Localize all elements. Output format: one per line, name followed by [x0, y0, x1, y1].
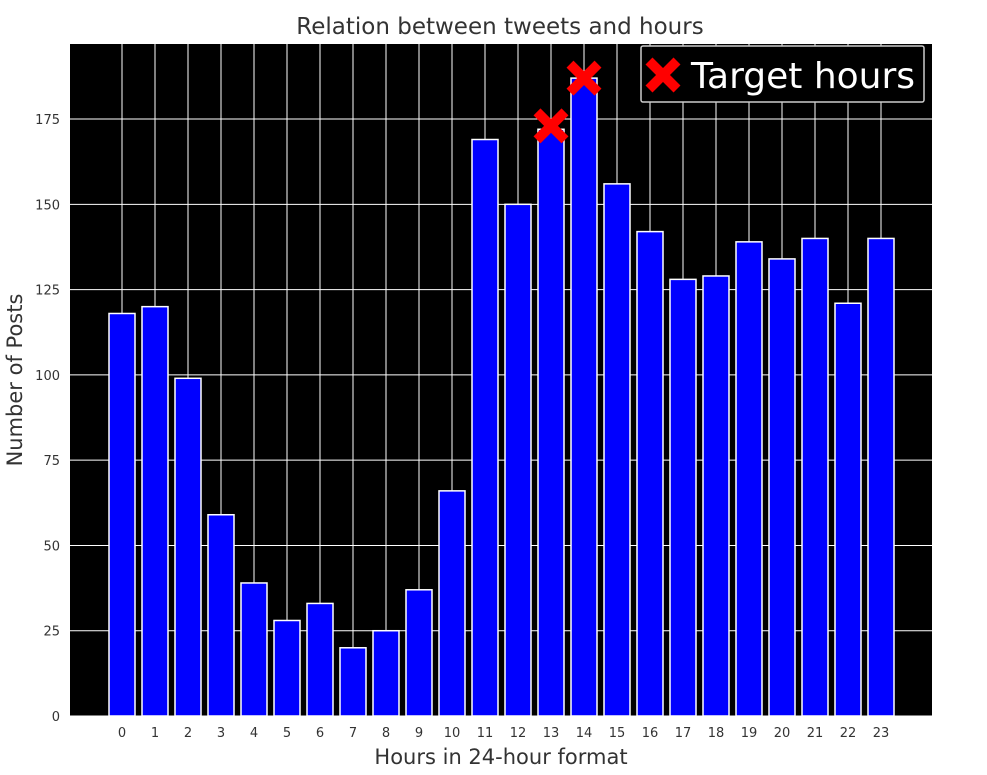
- x-tick-label: 10: [444, 726, 461, 741]
- chart-title: Relation between tweets and hours: [296, 14, 703, 40]
- bar-hour-5: [273, 619, 301, 717]
- bar-hour-2: [174, 377, 202, 717]
- bar-hour-15: [603, 183, 631, 717]
- bar-hour-10: [438, 490, 466, 717]
- bar-hour-1: [141, 305, 169, 717]
- x-tick-label: 8: [382, 726, 390, 741]
- bar-hour-18: [702, 275, 730, 717]
- x-tick-label: 13: [543, 726, 560, 741]
- bar-hour-21: [801, 237, 829, 717]
- legend: Target hours: [640, 45, 925, 103]
- bar-hour-22: [834, 302, 862, 717]
- bar-hour-7: [339, 647, 367, 717]
- bar-hour-20: [768, 258, 796, 717]
- y-tick-label: 0: [52, 710, 60, 725]
- x-tick-label: 21: [807, 726, 824, 741]
- bar-hour-14: [570, 77, 598, 717]
- x-tick-labels: 0 1 2 3 4 5 6 7 8 9 10 11 12 13 14 15 16 17 18 19 20 21 22 23: [118, 726, 889, 741]
- y-tick-label: 25: [43, 625, 60, 640]
- bar-hour-17: [669, 278, 697, 717]
- y-tick-labels: 0 25 50 75 100 125 150 175: [35, 113, 60, 725]
- y-axis-label: Number of Posts: [3, 294, 27, 467]
- x-tick-label: 0: [118, 726, 126, 741]
- bar-hour-19: [735, 241, 763, 717]
- legend-box: [640, 45, 925, 103]
- y-tick-label: 150: [35, 198, 60, 213]
- bar-hour-12: [504, 203, 532, 717]
- y-tick-label: 125: [35, 284, 60, 299]
- target-marker-hour-14: [566, 60, 602, 96]
- x-axis-label: Hours in 24-hour format: [374, 745, 627, 769]
- x-tick-label: 11: [477, 726, 494, 741]
- bar-hour-16: [636, 230, 664, 717]
- x-tick-label: 17: [675, 726, 692, 741]
- x-tick-label: 14: [576, 726, 593, 741]
- x-tick-label: 18: [708, 726, 725, 741]
- x-tick-label: 23: [873, 726, 890, 741]
- y-tick-label: 100: [35, 369, 60, 384]
- y-tick-label: 75: [43, 454, 60, 469]
- x-tick-label: 22: [840, 726, 857, 741]
- x-tick-label: 5: [283, 726, 291, 741]
- x-tick-label: 2: [184, 726, 192, 741]
- target-markers: [533, 60, 602, 144]
- bar-hour-0: [108, 312, 136, 717]
- bar-hour-8: [372, 629, 400, 717]
- x-tick-label: 4: [250, 726, 258, 741]
- x-tick-label: 12: [510, 726, 527, 741]
- y-tick-label: 175: [35, 113, 60, 128]
- bar-hour-11: [471, 138, 499, 717]
- x-tick-label: 7: [349, 726, 357, 741]
- x-tick-label: 1: [151, 726, 159, 741]
- x-tick-label: 19: [741, 726, 758, 741]
- target-marker-hour-13: [533, 108, 569, 144]
- x-tick-label: 3: [217, 726, 225, 741]
- legend-x-marker-icon: [645, 57, 681, 93]
- bar-hour-4: [240, 582, 268, 717]
- x-tick-label: 16: [642, 726, 659, 741]
- bar-hour-23: [867, 237, 895, 717]
- x-tick-label: 20: [774, 726, 791, 741]
- legend-label: Target hours: [690, 56, 915, 97]
- legend-x-marker: [645, 57, 681, 93]
- bars-group: [108, 77, 895, 717]
- bar-hour-3: [207, 513, 235, 717]
- bar-hour-13: [537, 128, 565, 717]
- bar-hour-9: [405, 589, 433, 717]
- y-tick-label: 50: [43, 539, 60, 554]
- bar-hour-6: [306, 602, 334, 717]
- x-tick-label: 6: [316, 726, 324, 741]
- x-tick-label: 15: [609, 726, 626, 741]
- x-tick-label: 9: [415, 726, 423, 741]
